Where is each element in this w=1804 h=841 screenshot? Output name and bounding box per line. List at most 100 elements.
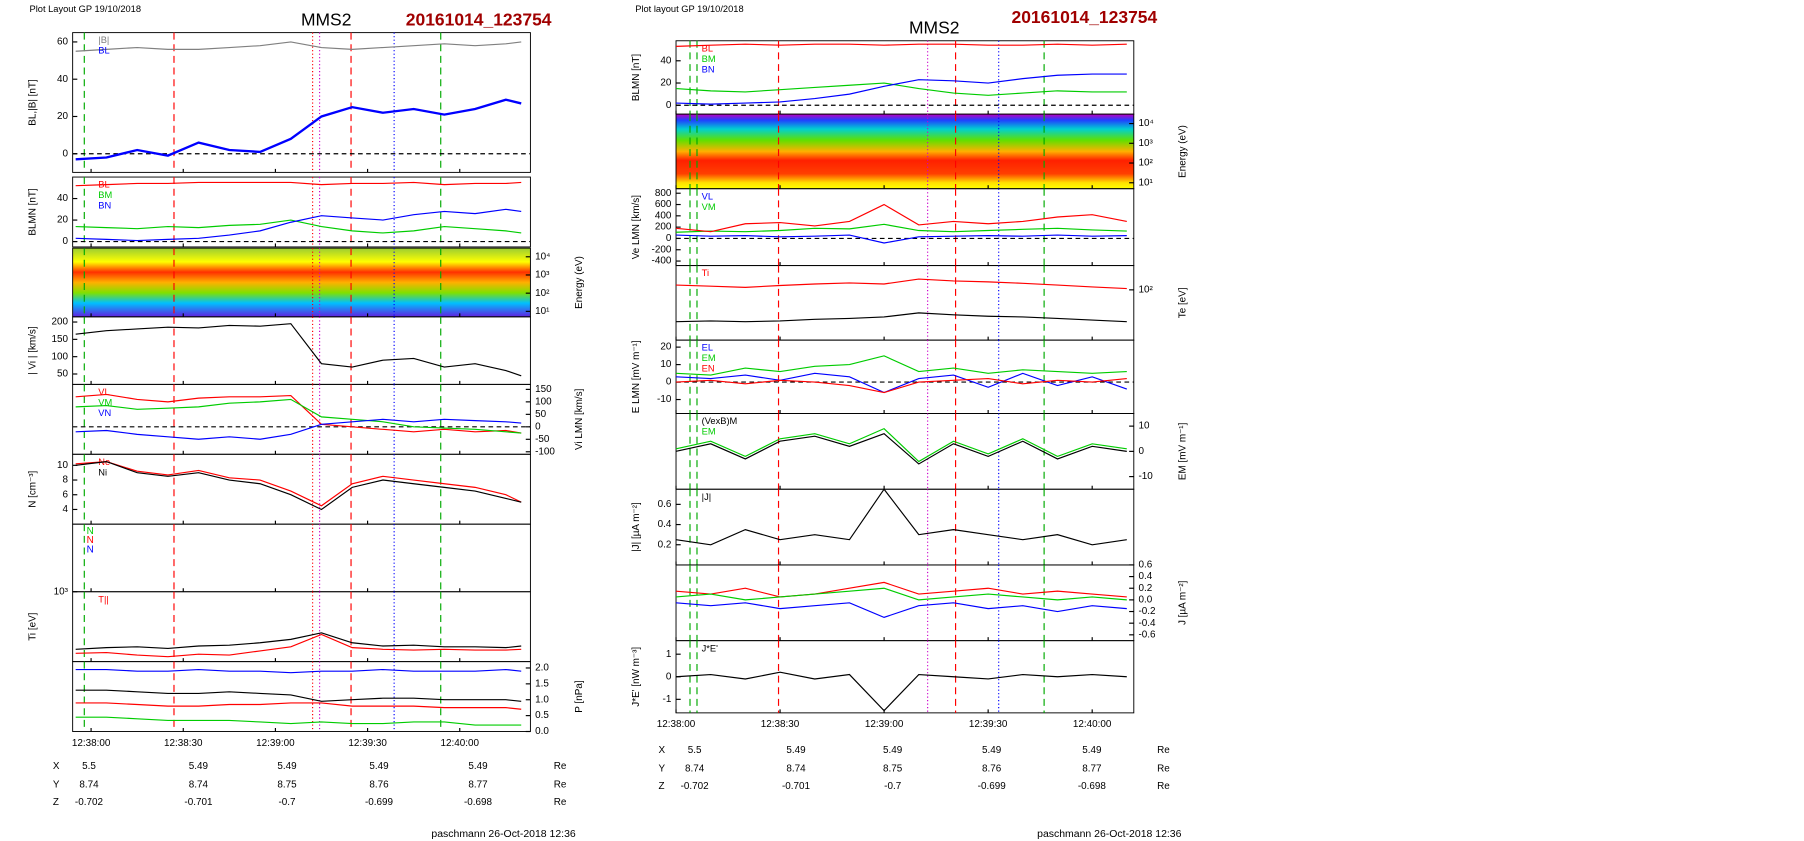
legend-label: EM [702,427,716,437]
y-tick-label: 10² [1138,284,1153,295]
y-tick-label: 10¹ [1138,177,1153,188]
series-line [75,418,522,440]
series-line [675,203,1127,233]
ephemeris-unit: Re [554,797,567,808]
ephemeris-value: -0.698 [1078,781,1107,792]
legend-label: |J| [702,492,711,502]
series-line [676,73,1127,105]
chart-subtitle: 20161014_123754 [1011,7,1157,27]
panel: |J| [µA m⁻²] 0.2 0.4 0.6 |J| [631,488,1135,566]
footer: paschmann 26-Oct-2018 12:36 [1037,829,1182,840]
series-line [75,668,522,674]
x-tick-label: 12:38:00 [657,719,696,730]
y-tick-label: 0 [1138,446,1144,457]
ephemeris-value: 8.75 [883,763,903,774]
ephemeris-label: Z [53,797,59,808]
panel: J [µA m⁻²] -0.6-0.4-0.20.00.20.40.6 [675,560,1188,642]
y-tick-label: 200 [655,222,672,233]
panel-frame [72,176,531,248]
y-axis-label: Ti [eV] [28,612,39,640]
legend-label: EL [702,343,713,353]
series-line [676,43,1127,47]
series-line [675,82,1127,96]
y-tick-label: 40 [57,193,69,204]
panel: P [nPa] 0.0 0.5 1.0 1.5 2.0 [72,661,585,737]
chart-title: MMS2 [301,10,351,30]
legend-label: VN [98,408,111,418]
panel-frame [675,339,1135,414]
legend-label: BM [98,190,112,200]
y-tick-label: -0.4 [1138,618,1156,629]
y-tick-label: 0 [666,377,672,388]
y-tick-label: 0.6 [1138,560,1152,571]
legend-label: |B| [98,35,109,45]
y-tick-label: 0.4 [658,519,672,530]
y-tick-label: -0.6 [1138,629,1156,640]
y-axis-label: Energy (eV) [1177,125,1188,178]
y-tick-label: 10² [1138,158,1153,169]
ephemeris-value: 8.74 [685,763,705,774]
x-tick-label: 12:38:30 [761,719,800,730]
ephemeris-value: 5.49 [189,761,209,772]
y-tick-label: 10⁴ [535,251,550,262]
panel-frame [675,265,1135,341]
y-tick-label: 10 [57,460,69,471]
y-tick-label: 20 [57,215,69,226]
y-tick-label: 1.0 [535,694,549,705]
y-axis-label: BLMN [nT] [28,188,39,236]
y-axis-label: J*E' [nW m⁻³] [631,647,642,707]
panel-frame [675,188,1135,267]
series-line [675,427,1127,463]
y-axis-label: Energy (eV) [574,256,585,309]
y-tick-label: 10³ [54,586,69,597]
series-line [676,278,1127,290]
y-axis-label: EM [mV m⁻¹] [1177,422,1188,480]
x-tick-label: 12:39:30 [969,719,1008,730]
y-axis-label: Vi LMN [km/s] [574,388,585,450]
y-tick-label: 40 [660,55,672,66]
x-tick-label: 12:39:00 [256,738,295,749]
ephemeris-value: -0.701 [782,781,811,792]
y-tick-label: -400 [652,256,672,267]
x-tick-label: 12:39:00 [865,719,904,730]
spectrogram [676,114,1134,189]
y-tick-label: 1 [666,649,672,660]
y-tick-label: 0.0 [1138,594,1152,605]
ephemeris-value: 8.75 [277,780,297,791]
y-axis-label: |J| [µA m⁻²] [631,502,642,552]
ephemeris-value: 5.5 [82,761,96,772]
legend-label: VL [702,191,713,201]
y-axis-label: J [µA m⁻²] [1177,580,1188,625]
legend-label: VL [98,387,109,397]
y-axis-label: Te [eV] [1177,287,1188,318]
legend-label: EM [702,353,716,363]
panel-frame [72,523,531,593]
y-tick-label: 0.6 [658,499,672,510]
y-tick-label: -50 [535,434,550,445]
legend-label: Ti [702,268,709,278]
panel-frame [72,591,531,663]
footer: paschmann 26-Oct-2018 12:36 [431,829,576,840]
chart-title: MMS2 [909,18,959,38]
x-tick-label: 12:38:30 [164,738,203,749]
legend-label: BL [98,180,109,190]
series-line [675,372,1128,394]
chart-subtitle: 20161014_123754 [406,10,552,30]
y-tick-label: 6 [62,489,68,500]
ephemeris-value: 8.74 [189,780,209,791]
y-tick-label: 20 [660,342,672,353]
y-tick-label: 10⁴ [1138,118,1153,129]
x-tick-label: 12:38:00 [72,738,111,749]
series-line [75,461,522,507]
ephemeris-value: 5.49 [982,745,1002,756]
legend-label: BL [98,46,109,56]
series-line [75,98,522,161]
legend-label: BL [702,43,713,53]
y-tick-label: 8 [62,475,68,486]
y-axis-label: N [cm⁻³] [28,470,39,507]
ephemeris-value: 5.49 [369,761,389,772]
